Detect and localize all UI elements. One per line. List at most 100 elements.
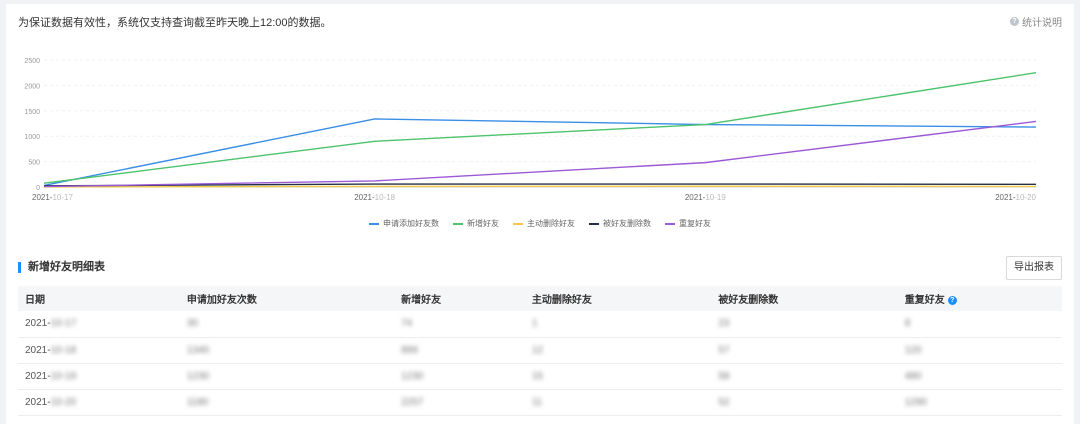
y-tick-label: 0 xyxy=(36,185,40,192)
question-icon: ? xyxy=(1010,17,1019,26)
chart-legend: 申请添加好友数 新增好友 主动删除好友 被好友删除数 重复好友 xyxy=(6,218,1074,229)
legend-swatch xyxy=(453,222,463,225)
value-text: 1290 xyxy=(904,396,927,408)
table-row: 2021-10-19 1230 1230 15 58 480 xyxy=(18,363,1062,390)
value-cell: 1 xyxy=(524,311,712,338)
date-cell: 2021-10-18 xyxy=(18,337,180,364)
x-tick-suffix: 10-20 xyxy=(1016,193,1037,202)
column-header-label: 申请加好友次数 xyxy=(186,295,257,306)
series-line-2[interactable] xyxy=(43,185,1037,188)
legend-swatch xyxy=(369,222,379,225)
y-tick-label: 1500 xyxy=(24,109,40,116)
legend-label: 被好友删除数 xyxy=(603,219,651,228)
x-tick-label: 2021-10-20 xyxy=(995,193,1036,202)
value-cell: 2257 xyxy=(394,389,525,416)
legend-label: 主动删除好友 xyxy=(527,219,575,228)
value-cell: 12 xyxy=(524,337,712,364)
x-tick-prefix: 2021- xyxy=(685,193,706,202)
value-cell: 57 xyxy=(711,337,898,364)
column-header: 申请加好友次数 xyxy=(179,286,395,311)
x-tick-suffix: 10-18 xyxy=(375,193,396,202)
date-prefix: 2021- xyxy=(25,318,51,330)
legend-item[interactable]: 主动删除好友 xyxy=(513,218,575,229)
legend-swatch xyxy=(665,222,675,225)
y-tick-label: 1000 xyxy=(24,134,40,141)
column-header: 主动删除好友 xyxy=(524,286,712,311)
date-rest: 10-19 xyxy=(50,370,77,382)
question-icon[interactable]: ? xyxy=(947,295,957,305)
column-header-label: 主动删除好友 xyxy=(531,295,592,306)
value-text: 74 xyxy=(401,318,413,330)
stats-help-link[interactable]: ? 统计说明 xyxy=(1010,14,1062,29)
value-text: 1180 xyxy=(186,396,209,408)
column-header: 日期 xyxy=(18,286,180,311)
column-header-label: 重复好友 xyxy=(904,295,945,306)
table-row: 2021-10-17 30 74 1 23 8 xyxy=(18,311,1062,338)
x-tick-suffix: 10-17 xyxy=(52,193,73,202)
value-text: 58 xyxy=(718,370,730,382)
x-tick-label: 2021-10-17 xyxy=(32,193,73,202)
x-tick-suffix: 10-19 xyxy=(705,193,726,202)
date-cell: 2021-10-19 xyxy=(18,363,180,390)
series-line-1[interactable] xyxy=(43,72,1037,184)
column-header: 被好友删除数 xyxy=(711,286,898,311)
value-text: 12 xyxy=(531,344,543,356)
value-text: 2257 xyxy=(401,396,424,408)
legend-item[interactable]: 申请添加好友数 xyxy=(369,218,439,229)
table-title: 新增好友明细表 xyxy=(18,262,105,273)
date-rest: 10-17 xyxy=(50,318,77,330)
value-cell: 52 xyxy=(711,389,898,416)
value-text: 30 xyxy=(186,318,198,330)
date-rest: 10-20 xyxy=(50,396,77,408)
y-tick-label: 2500 xyxy=(24,58,40,65)
value-text: 52 xyxy=(718,396,730,408)
value-cell: 899 xyxy=(394,337,525,364)
legend-label: 申请添加好友数 xyxy=(383,219,439,228)
legend-swatch xyxy=(513,222,523,225)
series-line-4[interactable] xyxy=(43,120,1037,188)
series-line-0[interactable] xyxy=(43,118,1037,187)
value-text: 899 xyxy=(401,344,418,356)
value-cell: 1290 xyxy=(897,389,1062,416)
table-row: 2021-10-18 1340 899 12 57 120 xyxy=(18,337,1062,364)
column-header: 新增好友 xyxy=(394,286,525,311)
column-header-label: 日期 xyxy=(25,295,45,306)
value-cell: 1230 xyxy=(394,363,525,390)
x-tick-prefix: 2021- xyxy=(995,193,1016,202)
value-text: 1230 xyxy=(401,370,424,382)
export-report-button[interactable]: 导出报表 xyxy=(1006,256,1062,280)
table-header-row: 日期 申请加好友次数 新增好友 主动删除好友 被好友删除数 重复好友? xyxy=(18,286,1062,311)
date-rest: 10-18 xyxy=(50,344,77,356)
statistics-card: 为保证数据有效性，系统仅支持查询截至昨天晚上12:00的数据。 ? 统计说明 2… xyxy=(6,4,1074,424)
x-tick-label: 2021-10-18 xyxy=(354,193,395,202)
legend-label: 重复好友 xyxy=(679,219,711,228)
value-cell: 8 xyxy=(897,311,1062,338)
y-tick-label: 500 xyxy=(28,160,40,167)
date-cell: 2021-10-20 xyxy=(18,389,180,416)
date-cell: 2021-10-17 xyxy=(18,311,180,338)
column-header: 重复好友? xyxy=(897,286,1062,311)
value-cell: 1180 xyxy=(179,389,395,416)
table-row: 2021-10-20 1180 2257 11 52 1290 xyxy=(18,389,1062,416)
value-cell: 15 xyxy=(524,363,712,390)
value-text: 8 xyxy=(904,318,911,330)
value-cell: 480 xyxy=(897,363,1062,390)
x-tick-label: 2021-10-19 xyxy=(685,193,726,202)
value-cell: 58 xyxy=(711,363,898,390)
legend-label: 新增好友 xyxy=(467,219,499,228)
date-prefix: 2021- xyxy=(25,396,51,408)
stats-help-label: 统计说明 xyxy=(1022,18,1062,29)
x-tick-prefix: 2021- xyxy=(32,193,53,202)
legend-item[interactable]: 新增好友 xyxy=(453,218,499,229)
series-line-3[interactable] xyxy=(43,183,1037,187)
value-cell: 1340 xyxy=(179,337,395,364)
value-text: 1340 xyxy=(186,344,210,356)
legend-swatch xyxy=(589,222,599,225)
column-header-label: 新增好友 xyxy=(401,295,442,306)
value-text: 15 xyxy=(531,370,543,382)
legend-item[interactable]: 重复好友 xyxy=(665,218,711,229)
value-cell: 1230 xyxy=(179,363,395,390)
legend-item[interactable]: 被好友删除数 xyxy=(589,218,651,229)
x-tick-prefix: 2021- xyxy=(354,193,375,202)
value-cell: 11 xyxy=(524,389,712,416)
